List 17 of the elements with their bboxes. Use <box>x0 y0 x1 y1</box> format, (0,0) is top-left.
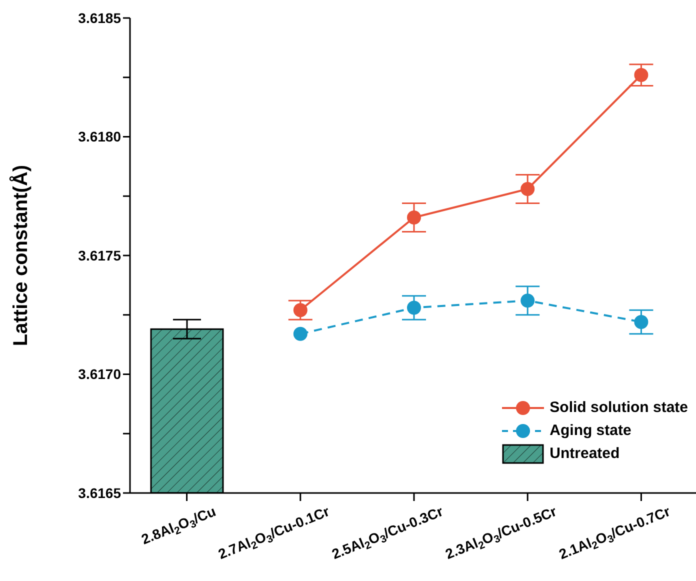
point <box>520 182 535 196</box>
y-tick-label: 3.6180 <box>78 128 122 145</box>
y-tick-label: 3.6165 <box>78 484 122 501</box>
y-tick-label: 3.6175 <box>78 247 122 264</box>
y-axis-title: Lattice constant(Å) <box>9 164 32 346</box>
point <box>407 210 421 224</box>
legend-label: Untreated <box>550 445 620 462</box>
legend-label: Solid solution state <box>550 399 688 416</box>
point <box>293 326 308 341</box>
legend-label: Aging state <box>550 422 632 439</box>
point <box>520 294 535 308</box>
point <box>634 68 648 82</box>
point <box>407 300 421 315</box>
point <box>293 303 308 318</box>
point <box>634 315 648 329</box>
y-tick-label: 3.6170 <box>78 366 122 382</box>
y-tick-label: 3.6185 <box>78 10 122 26</box>
